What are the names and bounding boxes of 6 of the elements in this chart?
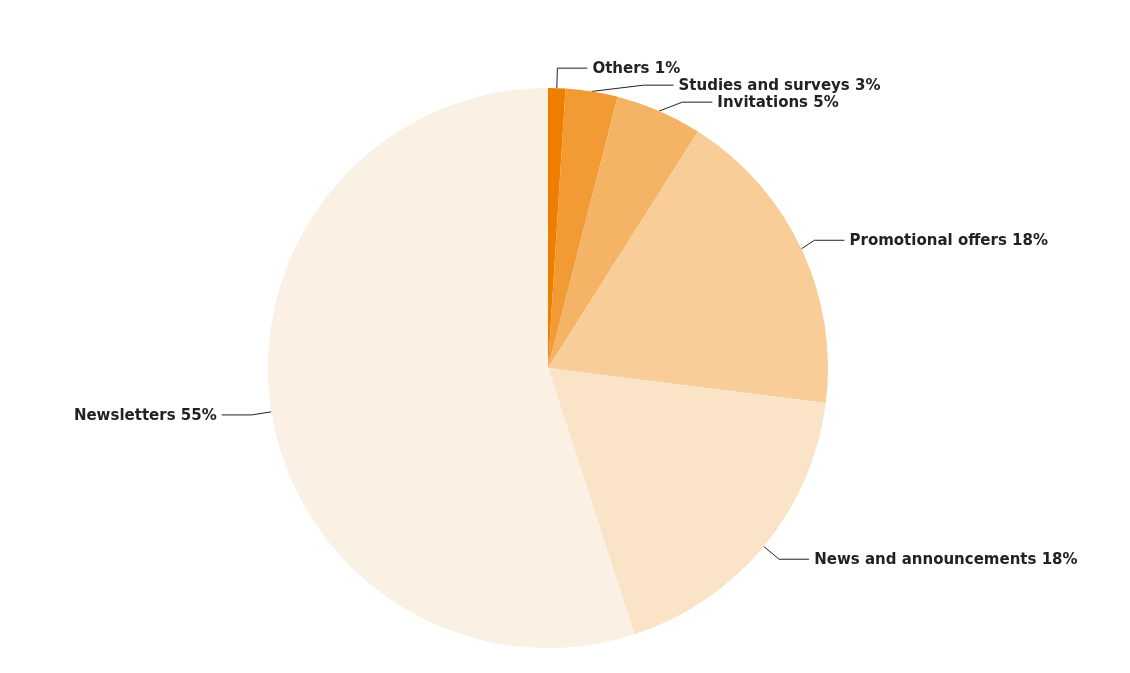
slice-label: Invitations 5% <box>717 93 839 112</box>
slice-label: Others 1% <box>592 59 681 78</box>
slice-label: Studies and surveys 3% <box>678 76 881 95</box>
slice-label: News and announcements 18% <box>814 550 1078 569</box>
slice-label: Promotional offers 18% <box>849 231 1048 250</box>
slice-label: Newsletters 55% <box>73 405 217 424</box>
